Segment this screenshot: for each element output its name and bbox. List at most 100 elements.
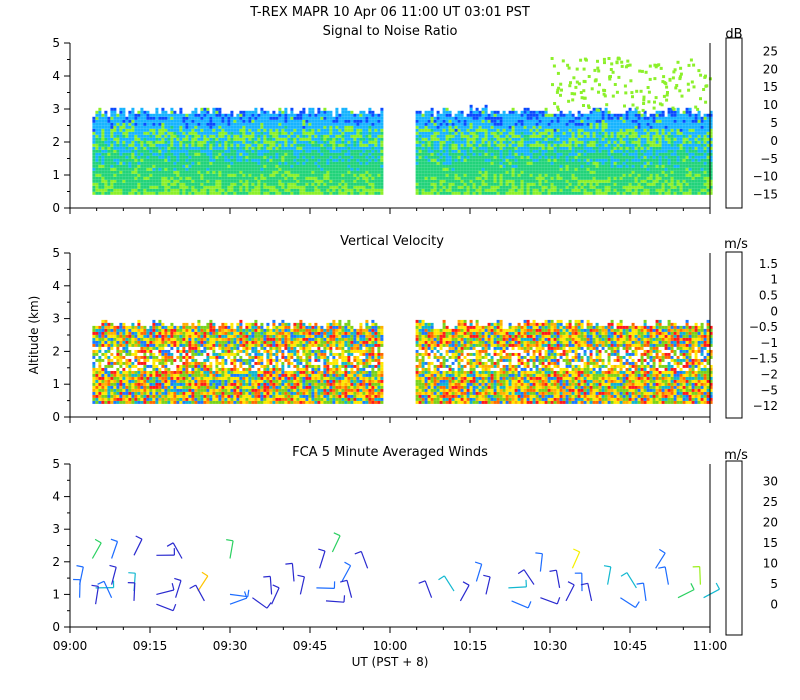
heatmap-cell	[317, 164, 321, 168]
heatmap-cell	[194, 140, 198, 144]
heatmap-cell	[206, 164, 210, 168]
heatmap-cell	[454, 191, 458, 195]
heatmap-cell	[496, 128, 500, 132]
heatmap-cell	[134, 149, 138, 153]
heatmap-cell	[595, 170, 599, 174]
heatmap-cell	[649, 167, 653, 171]
heatmap-cell	[254, 107, 258, 111]
heatmap-cell	[646, 137, 650, 141]
heatmap-cell	[568, 116, 572, 120]
heatmap-cell	[538, 116, 542, 120]
heatmap-cell	[344, 158, 348, 162]
heatmap-cell	[607, 188, 611, 192]
heatmap-cell	[592, 179, 596, 183]
heatmap-cell	[619, 176, 623, 180]
heatmap-cell	[134, 143, 138, 147]
heatmap-cell	[317, 149, 321, 153]
heatmap-cell	[415, 158, 419, 162]
heatmap-cell	[116, 116, 120, 120]
heatmap-cell	[197, 188, 201, 192]
heatmap-cell	[170, 119, 174, 123]
heatmap-cell	[332, 122, 336, 126]
heatmap-cell	[314, 119, 318, 123]
heatmap-cell	[212, 161, 216, 165]
heatmap-cell	[616, 116, 620, 120]
heatmap-cell	[113, 182, 117, 186]
heatmap-cell	[484, 182, 488, 186]
heatmap-cell	[359, 134, 363, 138]
heatmap-cell	[466, 143, 470, 147]
heatmap-cell	[314, 173, 318, 177]
heatmap-cell	[266, 122, 270, 126]
heatmap-cell	[248, 125, 252, 129]
heatmap-cell	[565, 164, 569, 168]
heatmap-cell	[149, 170, 153, 174]
heatmap-cell	[631, 149, 635, 153]
heatmap-cell	[347, 128, 351, 132]
heatmap-cell	[302, 107, 306, 111]
heatmap-cell	[547, 122, 551, 126]
heatmap-cell	[359, 119, 363, 123]
heatmap-cell	[448, 131, 452, 135]
heatmap-cell	[137, 158, 141, 162]
heatmap-cell	[134, 113, 138, 117]
heatmap-cell	[194, 167, 198, 171]
heatmap-cell	[502, 119, 506, 123]
heatmap-cell	[308, 137, 312, 141]
heatmap-cell	[122, 122, 126, 126]
heatmap-cell	[227, 152, 231, 156]
heatmap-cell	[218, 140, 222, 144]
heatmap-cell	[622, 131, 626, 135]
heatmap-cell	[631, 179, 635, 183]
heatmap-cell	[475, 161, 479, 165]
heatmap-cell	[269, 170, 273, 174]
heatmap-cell	[637, 182, 641, 186]
heatmap-cell	[218, 137, 222, 141]
heatmap-cell	[374, 137, 378, 141]
heatmap-cell	[146, 170, 150, 174]
heatmap-cell	[248, 161, 252, 165]
heatmap-cell	[308, 131, 312, 135]
heatmap-cell	[164, 167, 168, 171]
heatmap-cell	[275, 173, 279, 177]
heatmap-cell	[415, 140, 419, 144]
heatmap-cell	[92, 155, 96, 159]
heatmap-cell	[188, 173, 192, 177]
heatmap-cell	[368, 113, 372, 117]
heatmap-cell	[113, 152, 117, 156]
heatmap-cell	[137, 188, 141, 192]
heatmap-cell	[101, 164, 105, 168]
heatmap-cell	[592, 140, 596, 144]
heatmap-cell	[248, 131, 252, 135]
heatmap-cell	[514, 146, 518, 150]
heatmap-cell	[95, 122, 99, 126]
heatmap-cell	[206, 113, 210, 117]
heatmap-cell	[230, 155, 234, 159]
heatmap-cell	[484, 152, 488, 156]
heatmap-cell	[185, 161, 189, 165]
heatmap-cell	[155, 146, 159, 150]
heatmap-cell	[338, 146, 342, 150]
heatmap-cell	[269, 149, 273, 153]
heatmap-cell	[119, 158, 123, 162]
heatmap-cell	[308, 173, 312, 177]
heatmap-cell	[104, 116, 108, 120]
heatmap-cell	[179, 125, 183, 129]
heatmap-cell	[580, 137, 584, 141]
heatmap-cell	[332, 155, 336, 159]
heatmap-cell	[415, 191, 419, 195]
heatmap-cell	[290, 179, 294, 183]
heatmap-cell	[110, 170, 114, 174]
heatmap-cell	[281, 128, 285, 132]
heatmap-cell	[167, 167, 171, 171]
heatmap-cell	[239, 113, 243, 117]
heatmap-cell	[323, 176, 327, 180]
heatmap-cell	[155, 164, 159, 168]
heatmap-cell	[472, 176, 476, 180]
heatmap-cell	[323, 188, 327, 192]
heatmap-cell	[430, 161, 434, 165]
heatmap-cell	[164, 188, 168, 192]
heatmap-cell	[185, 113, 189, 117]
heatmap-cell	[98, 107, 102, 111]
heatmap-cell	[484, 119, 488, 123]
